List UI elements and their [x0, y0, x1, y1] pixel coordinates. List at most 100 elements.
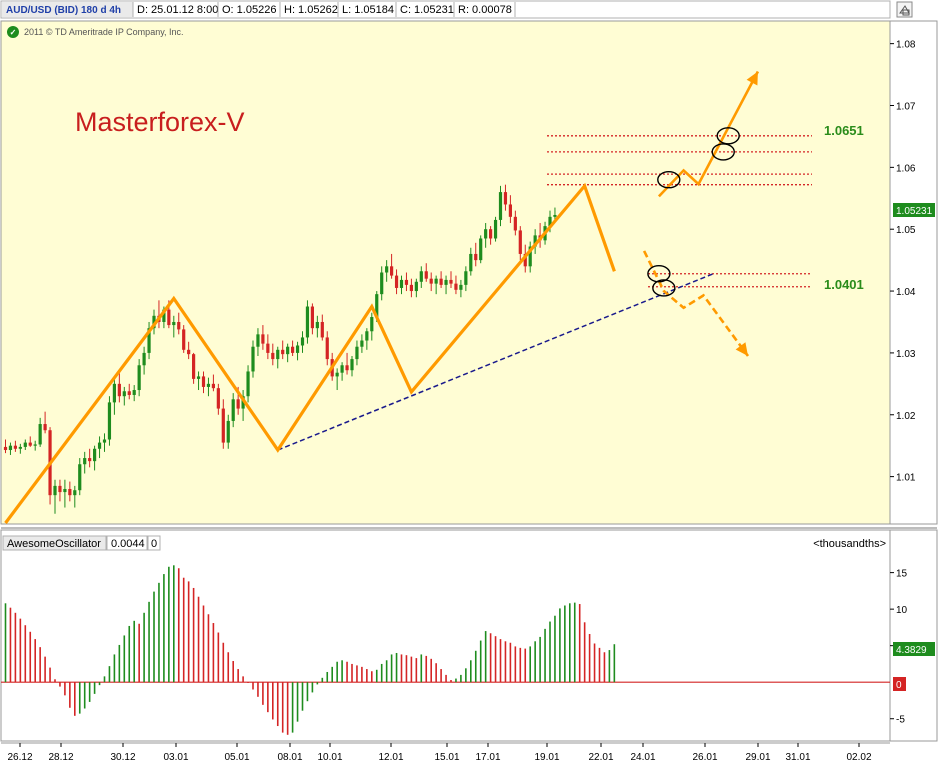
candle-body [172, 321, 176, 326]
candle-body [58, 485, 62, 493]
candle-body [385, 266, 389, 273]
candle-body [409, 284, 413, 292]
candle-body [464, 271, 468, 285]
copyright-text: 2011 © TD Ameritrade IP Company, Inc. [24, 27, 184, 37]
price-tick-label: 1.03 [896, 349, 916, 360]
oscillator-last-badge: 4.3829 [893, 642, 935, 656]
candle-body [365, 331, 369, 341]
candle-body [305, 306, 310, 338]
date-tick-label: 17.01 [475, 752, 500, 763]
candle-body [513, 216, 517, 231]
wave-path [4, 182, 616, 524]
candle-body [177, 321, 181, 330]
candle-body [241, 396, 245, 409]
candle-body [206, 383, 211, 387]
candle-body [132, 390, 136, 395]
candle-body [419, 271, 423, 282]
candle-body [196, 376, 201, 379]
oscillator-tick-label: 10 [896, 605, 908, 616]
candle-body [147, 328, 151, 353]
candle-body [533, 235, 537, 247]
candle-body [97, 442, 102, 449]
candle-body [449, 279, 453, 284]
header-low: L: 1.05184 [342, 4, 394, 16]
price-tick-label: 1.01 [896, 473, 916, 484]
candle-body [429, 278, 433, 284]
candle-body [68, 488, 72, 496]
date-tick-label: 08.01 [277, 752, 302, 763]
oscillator-param: 0 [151, 538, 157, 550]
date-tick-label: 15.01 [434, 752, 459, 763]
candle-body [251, 346, 255, 372]
header-bar: AUD/USD (BID) 180 d 4h D: 25.01.12 8:00 … [0, 0, 891, 19]
level-label-lower: 1.0401 [824, 277, 864, 292]
date-tick-label: 28.12 [48, 752, 73, 763]
date-tick-label: 02.02 [846, 752, 871, 763]
candle-body [93, 448, 97, 462]
candle-body [315, 321, 319, 329]
date-tick-label: 26.01 [692, 752, 717, 763]
wave-annotations [4, 70, 760, 524]
settings-icon[interactable] [896, 1, 913, 18]
oscillator-name[interactable]: AwesomeOscillator [7, 538, 101, 550]
last-price-value: 1.05231 [896, 206, 933, 217]
candle-body [469, 253, 473, 272]
candle-body [167, 309, 171, 326]
marker-circle [652, 279, 676, 297]
candle-body [424, 271, 428, 279]
candle-body [187, 349, 191, 355]
candle-body [38, 424, 42, 445]
candle-body [3, 446, 8, 451]
candle-body [236, 399, 240, 409]
price-axis [889, 20, 938, 525]
candle-body [137, 365, 141, 391]
date-tick-label: 19.01 [534, 752, 559, 763]
candle-body [370, 317, 374, 332]
header-range: R: 0.00078 [458, 4, 512, 16]
candle-body [127, 391, 131, 395]
date-tick-label: 12.01 [378, 752, 403, 763]
candle-body [320, 321, 324, 338]
candle-body [310, 306, 314, 329]
symbol-label[interactable]: AUD/USD (BID) 180 d 4h [6, 5, 121, 16]
oscillator-tick-label: -5 [896, 715, 905, 726]
candle-body [23, 442, 27, 447]
candle-body [484, 229, 488, 239]
copyright: ✓ 2011 © TD Ameritrade IP Company, Inc. [7, 26, 184, 38]
candle-body [112, 383, 116, 403]
candle-body [221, 408, 225, 443]
date-tick-label: 31.01 [785, 752, 810, 763]
candle-body [360, 340, 364, 347]
candle-body [211, 383, 215, 389]
candle-body [335, 372, 339, 377]
candle-body [340, 365, 344, 373]
oscillator-units: <thousandths> [813, 538, 886, 550]
date-tick-label: 22.01 [588, 752, 613, 763]
candle-body [434, 278, 438, 284]
price-ticks: 1.01 1.02 1.03 1.04 1.05 1.06 1.07 1.08 [890, 40, 916, 484]
marker-circle [647, 265, 671, 283]
candle-body [345, 365, 349, 371]
candle-body [162, 309, 166, 322]
trendline-layer [277, 273, 714, 451]
candle-body [390, 266, 394, 276]
watermark-title: Masterforex-V [75, 107, 245, 137]
price-tick-label: 1.08 [896, 40, 916, 51]
candle-body [375, 294, 379, 318]
candle-body [508, 204, 512, 217]
candle-body [528, 246, 532, 267]
candle-body [83, 458, 87, 465]
candle-body [300, 337, 305, 346]
oscillator-tick-label: 15 [896, 569, 908, 580]
candle-body [474, 253, 478, 261]
candle-body [256, 334, 260, 347]
candle-body [231, 399, 235, 421]
date-tick-label: 24.01 [630, 752, 655, 763]
date-tick-label: 05.01 [224, 752, 249, 763]
candle-body [454, 283, 458, 290]
support-trendline [277, 273, 714, 451]
candle-body [503, 192, 508, 205]
candle-body [182, 329, 186, 350]
candle-body [489, 229, 493, 239]
oscillator-bars [1, 565, 890, 735]
